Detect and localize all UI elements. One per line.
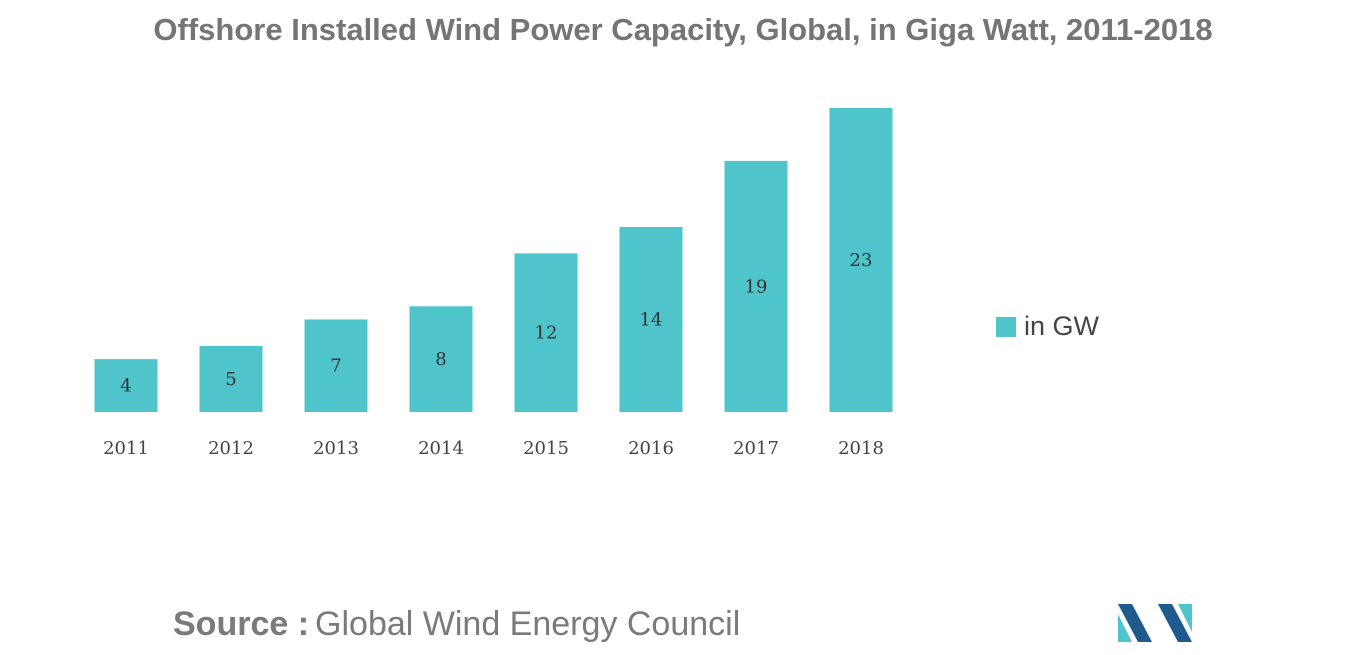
x-tick-label-2016: 2016	[628, 438, 674, 459]
value-label-group: 4 5 7 8 12 14 19 23	[120, 250, 872, 397]
value-label-2017: 19	[745, 276, 768, 297]
company-logo	[1118, 604, 1192, 642]
bar-2017	[724, 160, 788, 412]
x-tick-label-2017: 2017	[733, 438, 779, 459]
value-label-2012: 5	[225, 369, 236, 390]
x-tick-group: 2011 2012 2013 2014 2015 2016 2017 2018	[103, 438, 884, 459]
logo-left-shape	[1118, 604, 1152, 642]
x-tick-label-2012: 2012	[208, 438, 254, 459]
bar-2012	[199, 345, 263, 412]
bar-2015	[514, 253, 578, 412]
legend-label: in GW	[1024, 311, 1100, 341]
x-tick-label-2018: 2018	[838, 438, 884, 459]
logo-mid-shape	[1118, 614, 1132, 642]
x-tick-label-2015: 2015	[523, 438, 569, 459]
value-label-2014: 8	[435, 349, 446, 370]
value-label-2018: 23	[850, 250, 873, 271]
chart-title: Offshore Installed Wind Power Capacity, …	[153, 12, 1213, 47]
x-tick-label-2011: 2011	[103, 438, 149, 459]
source-text: Global Wind Energy Council	[315, 605, 741, 643]
logo-right-bar	[1178, 604, 1192, 632]
bar-2018	[829, 108, 893, 412]
bar-group	[94, 108, 893, 412]
value-label-2013: 7	[330, 356, 341, 377]
legend-swatch	[996, 316, 1016, 337]
x-tick-label-2014: 2014	[418, 438, 464, 459]
bar-2014	[409, 306, 473, 412]
logo-right-shape	[1158, 604, 1192, 642]
source-note: Source : Global Wind Energy Council	[173, 605, 740, 644]
x-tick-label-2013: 2013	[313, 438, 359, 459]
bar-2011	[94, 359, 158, 412]
source-prefix: Source :	[173, 605, 310, 643]
legend: in GW	[996, 311, 1099, 342]
value-label-2016: 14	[640, 309, 663, 330]
bar-2013	[304, 319, 368, 412]
value-label-2011: 4	[120, 376, 131, 397]
value-label-2015: 12	[535, 323, 558, 344]
bar-2016	[619, 226, 683, 412]
